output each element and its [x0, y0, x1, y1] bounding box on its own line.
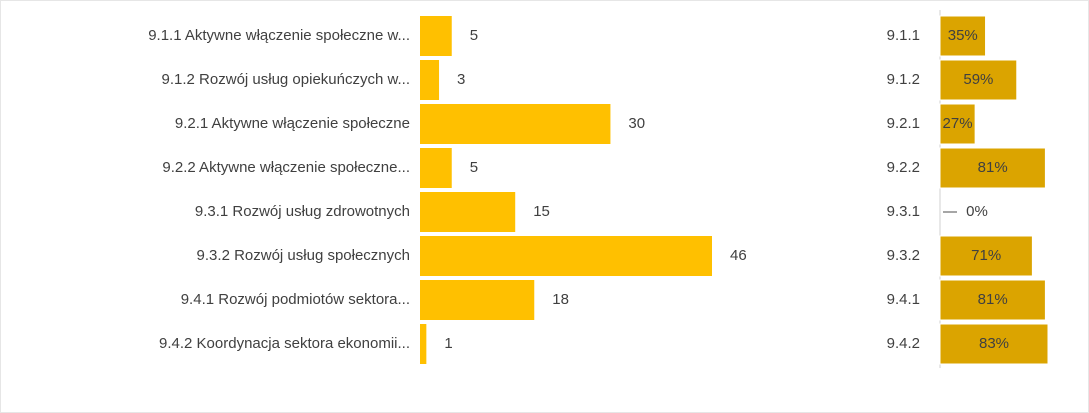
category-label: 9.4.1 [887, 291, 920, 308]
category-label: 9.3.2 Rozwój usług społecznych [197, 247, 410, 264]
category-label: 9.1.1 [887, 27, 920, 44]
category-label: 9.4.2 [887, 335, 920, 352]
value-label: 81% [978, 159, 1008, 176]
category-label: 9.4.2 Koordynacja sektora ekonomii... [159, 335, 410, 352]
value-label: 81% [978, 291, 1008, 308]
bar [939, 59, 1018, 101]
value-label: 5 [470, 159, 478, 176]
category-label: 9.1.2 [887, 71, 920, 88]
bar [420, 192, 516, 232]
category-label: 9.3.2 [887, 247, 920, 264]
value-label: 1 [444, 335, 452, 352]
value-label: 59% [963, 71, 993, 88]
value-label: 18 [552, 291, 569, 308]
category-label: 9.2.2 Aktywne włączenie społeczne... [162, 159, 410, 176]
category-label: 9.2.1 [887, 115, 920, 132]
bar [420, 280, 535, 320]
bar [420, 16, 452, 56]
category-label: 9.3.1 Rozwój usług zdrowotnych [195, 203, 410, 220]
bar [939, 103, 976, 145]
value-label: 83% [979, 335, 1009, 352]
value-label: 0% [966, 203, 988, 220]
bar [420, 60, 440, 100]
value-label: 5 [470, 27, 478, 44]
value-label: 15 [533, 203, 550, 220]
bar [939, 323, 1049, 365]
category-label: 9.2.1 Aktywne włączenie społeczne [175, 115, 410, 132]
category-label: 9.3.1 [887, 203, 920, 220]
bar [939, 235, 1033, 277]
value-label: 46 [730, 247, 747, 264]
category-label: 9.4.1 Rozwój podmiotów sektora... [181, 291, 410, 308]
category-label: 9.1.1 Aktywne włączenie społeczne w... [148, 27, 410, 44]
bar [939, 279, 1046, 321]
value-label: 3 [457, 71, 465, 88]
bar [420, 104, 611, 144]
category-label: 9.1.2 Rozwój usług opiekuńczych w... [162, 71, 410, 88]
value-label: 30 [628, 115, 645, 132]
bar [420, 324, 427, 364]
category-label: 9.2.2 [887, 159, 920, 176]
value-label: 35% [948, 27, 978, 44]
value-label: 71% [971, 247, 1001, 264]
bar [939, 147, 1046, 189]
value-label: 27% [943, 115, 973, 132]
bar [939, 15, 987, 57]
bar [420, 236, 712, 276]
bar [420, 148, 452, 188]
